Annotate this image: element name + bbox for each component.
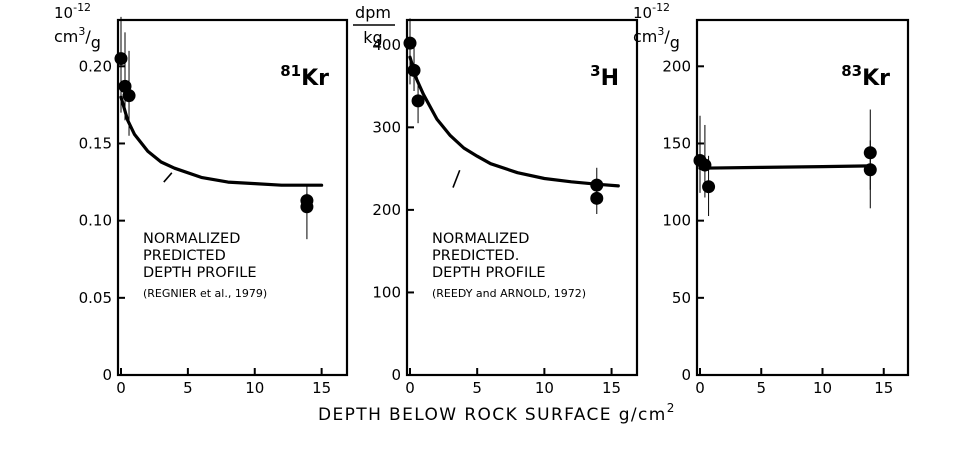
kr83-y-tick-label: 200: [662, 57, 691, 75]
kr81-data-point: [114, 52, 128, 66]
kr81-y-axis-unit-superscript: 3: [78, 25, 85, 38]
h3-x-tick-label: 0: [405, 379, 415, 397]
kr83-y-axis-exponent-base: 10: [633, 4, 652, 22]
kr81-nuclide-symbol: Kr: [301, 66, 329, 91]
h3-y-axis-numerator: dpm: [355, 3, 391, 22]
h3-x-tick-label: 5: [472, 379, 482, 397]
h3-annotation-pointer: [452, 169, 461, 188]
kr81-y-tick-label: 0.15: [79, 134, 112, 152]
h3-x-tick-label: 10: [535, 379, 554, 397]
kr83-y-tick-label: 50: [672, 289, 691, 307]
kr83-y-axis-unit: cm3/g: [633, 25, 680, 52]
shared-x-axis-label-superscript: 2: [667, 401, 676, 415]
h3-plot-frame: [405, 18, 639, 377]
kr81-y-tick-label: 0: [102, 366, 112, 384]
kr81-annotation-citation: (REGNIER et al., 1979): [143, 287, 267, 300]
panel-h3: 0 5 10 15 0 100 200 300 400 dpm kg 3H NORMALIZEDPRED…: [353, 3, 639, 397]
kr83-x-tick-label: 10: [813, 379, 832, 397]
kr83-y-tick-label: 0: [681, 366, 691, 384]
h3-annotation-line: DEPTH PROFILE: [432, 265, 546, 281]
h3-y-tick-label: 200: [372, 201, 401, 219]
h3-nuclide-label: 3H: [590, 62, 619, 91]
kr81-x-tick-label: 0: [116, 379, 126, 397]
h3-data-point: [411, 94, 425, 108]
kr83-data-point: [698, 158, 712, 172]
kr83-y-axis-unit-superscript: 3: [657, 25, 664, 38]
kr81-data-point: [122, 89, 136, 103]
kr83-y-axis-exponent: 10-12: [633, 1, 670, 22]
kr83-x-tick-label: 5: [756, 379, 766, 397]
kr83-nuclide-mass: 83: [841, 62, 862, 80]
kr83-x-tick-label: 0: [695, 379, 705, 397]
kr81-y-axis-exponent-power: -12: [73, 1, 91, 14]
kr81-y-axis-unit-slash: /: [85, 27, 91, 46]
kr81-predicted-curve: [119, 95, 324, 187]
h3-y-tick-label: 300: [372, 118, 401, 136]
kr83-predicted-curve: [698, 164, 872, 170]
kr81-y-axis-unit-denominator: g: [91, 33, 101, 52]
kr81-annotation-pointer: [163, 172, 173, 183]
h3-y-tick-label: 100: [372, 283, 401, 301]
kr83-data-point: [863, 146, 877, 160]
kr81-annotation-line: NORMALIZED: [143, 231, 240, 247]
kr83-y-axis-unit-numerator: cm: [633, 27, 657, 46]
kr81-y-axis-exponent-base: 10: [54, 4, 73, 22]
h3-nuclide-mass: 3: [590, 62, 600, 80]
kr81-nuclide-mass: 81: [280, 62, 301, 80]
h3-x-tick-label: 15: [602, 379, 621, 397]
h3-annotation-line: NORMALIZED: [432, 231, 529, 247]
kr81-x-tick-label: 5: [183, 379, 193, 397]
h3-data-point: [590, 178, 604, 192]
kr83-nuclide-symbol: Kr: [862, 66, 890, 91]
h3-annotation-line: PREDICTED.: [432, 248, 519, 264]
h3-y-tick-label: 0: [391, 366, 401, 384]
kr83-y-tick-label: 100: [662, 212, 691, 230]
kr81-x-tick-label: 10: [245, 379, 264, 397]
kr81-annotation-line: PREDICTED: [143, 248, 226, 264]
kr83-plot-frame: [695, 18, 910, 377]
kr83-y-axis-unit-slash: /: [664, 27, 670, 46]
h3-annotation-citation: (REEDY and ARNOLD, 1972): [432, 287, 586, 300]
kr81-y-axis-exponent: 10-12: [54, 1, 91, 22]
kr81-annotation-line: DEPTH PROFILE: [143, 265, 257, 281]
kr83-data-point: [702, 180, 716, 194]
h3-data-point: [590, 191, 604, 205]
kr81-y-axis-unit: cm3/g: [54, 25, 101, 52]
kr83-y-axis-unit-denominator: g: [670, 33, 680, 52]
h3-nuclide-symbol: H: [601, 66, 619, 91]
kr83-data-point: [863, 163, 877, 177]
kr83-y-tick-label: 150: [662, 134, 691, 152]
h3-predicted-curve: [408, 55, 620, 188]
kr81-y-tick-label: 0.05: [79, 289, 112, 307]
kr81-nuclide-label: 81Kr: [280, 62, 329, 91]
h3-y-axis-denominator: kg: [363, 28, 382, 47]
kr83-nuclide-label: 83Kr: [841, 62, 890, 91]
kr83-x-tick-label: 15: [874, 379, 893, 397]
h3-data-point: [403, 36, 417, 50]
kr81-y-tick-label: 0.10: [79, 212, 112, 230]
h3-y-tick-label: 400: [372, 36, 401, 54]
kr83-y-axis-exponent-power: -12: [652, 1, 670, 14]
kr81-plot-frame: [116, 18, 349, 377]
panel-kr81: 0 5 10 1500.050.100.150.2010-12cm3/g81KrNOR…: [54, 1, 349, 397]
kr81-y-axis-unit-numerator: cm: [54, 27, 78, 46]
h3-data-point: [407, 63, 421, 77]
kr81-data-point: [300, 200, 314, 214]
kr81-x-tick-label: 15: [312, 379, 331, 397]
kr81-y-tick-label: 0.20: [79, 57, 112, 75]
shared-x-axis-label: DEPTH BELOW ROCK SURFACE g/cm2: [318, 401, 676, 425]
